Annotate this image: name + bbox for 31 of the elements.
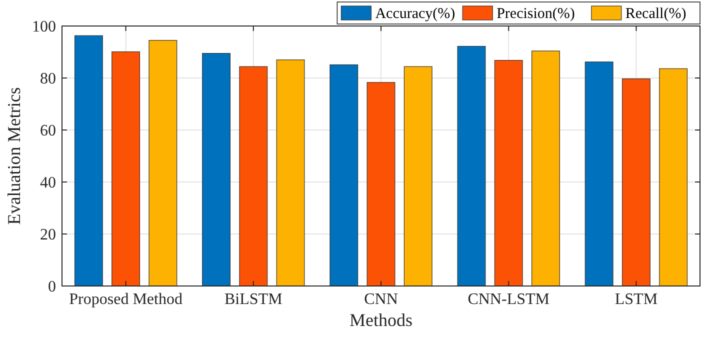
- bar: [202, 53, 230, 286]
- bar: [622, 78, 650, 286]
- bar: [276, 60, 305, 286]
- bar: [457, 46, 486, 286]
- bar: [494, 60, 523, 286]
- bar: [659, 68, 688, 286]
- x-tick-label: CNN-LSTM: [468, 291, 550, 308]
- y-tick-label: 100: [32, 18, 56, 36]
- bar: [532, 50, 560, 286]
- x-axis-title: Methods: [350, 310, 412, 330]
- y-axis-title: Evaluation Metrics: [4, 87, 24, 225]
- bar: [404, 66, 432, 286]
- bar: [584, 62, 614, 286]
- x-tick-label: BiLSTM: [224, 291, 282, 308]
- x-tick-label: LSTM: [614, 291, 658, 308]
- y-tick-label: 0: [48, 278, 56, 296]
- bar: [366, 82, 396, 286]
- legend-label: Precision(%): [496, 6, 575, 22]
- legend-label: Recall(%): [625, 6, 686, 22]
- y-tick-label: 60: [40, 122, 56, 140]
- legend-label: Accuracy(%): [375, 6, 456, 22]
- bar: [330, 64, 358, 286]
- bar: [112, 51, 140, 286]
- bar: [74, 35, 103, 286]
- y-tick-label: 80: [40, 70, 56, 88]
- bar: [148, 40, 178, 286]
- x-tick-label: Proposed Method: [69, 291, 182, 308]
- y-tick-label: 40: [40, 174, 56, 192]
- x-tick-label: CNN: [364, 291, 398, 308]
- y-tick-label: 20: [40, 226, 56, 244]
- bar: [239, 66, 268, 286]
